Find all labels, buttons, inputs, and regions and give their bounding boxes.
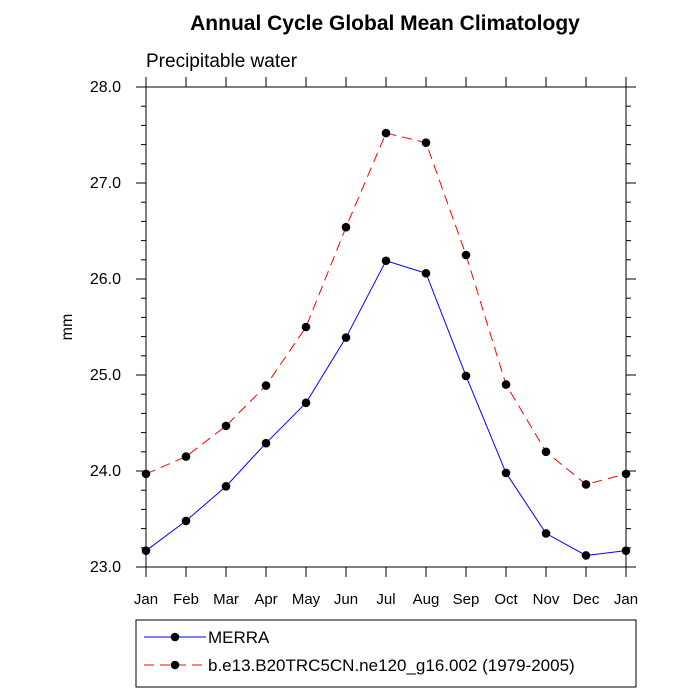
data-point-series-0 [421, 268, 431, 278]
x-tick-label: Dec [573, 591, 600, 608]
data-point-series-0 [581, 551, 591, 560]
data-point-series-0 [541, 529, 551, 538]
data-point-series-1 [181, 452, 191, 461]
series-line-0 [145, 260, 627, 556]
y-tick-label: 26.0 [90, 271, 121, 288]
legend-marker-0 [170, 632, 180, 642]
x-tick-label: Feb [173, 591, 199, 608]
data-point-series-1 [421, 138, 431, 147]
y-tick-label: 24.0 [90, 463, 121, 480]
x-tick-label: Jul [376, 591, 395, 608]
data-point-series-0 [461, 371, 471, 381]
data-point-series-1 [461, 250, 471, 260]
legend: MERRA b.e13.B20TRC5CN.ne120_g16.002 (1979… [135, 619, 637, 688]
data-point-series-1 [381, 128, 391, 138]
legend-label-0: MERRA [208, 628, 270, 647]
x-tick-label: Jan [614, 591, 638, 608]
y-tick-label: 25.0 [90, 367, 121, 384]
x-tick-label: Jan [134, 591, 158, 608]
data-point-series-1 [261, 381, 271, 390]
data-point-series-0 [341, 333, 351, 342]
data-point-series-1 [301, 322, 311, 332]
data-point-series-1 [541, 447, 551, 457]
x-tick-label: Jun [334, 591, 358, 608]
data-point-series-1 [221, 421, 231, 431]
x-tick-label: Apr [254, 591, 277, 608]
y-axis-label: mm [59, 314, 76, 341]
data-point-series-1 [341, 222, 351, 232]
data-point-series-1 [501, 380, 511, 389]
y-tick-label: 28.0 [90, 79, 121, 96]
chart-title: Annual Cycle Global Mean Climatology [190, 12, 580, 35]
x-tick-label: May [292, 591, 321, 608]
data-point-series-0 [181, 516, 191, 526]
plot-area: 23.0 24.0 25.0 26.0 27.0 28.0 Jan Feb Mar Apr May J… [90, 77, 638, 608]
x-tick-label: Nov [533, 591, 560, 608]
legend-box [135, 619, 637, 688]
data-point-series-0 [621, 546, 631, 555]
chart-subtitle: Precipitable water [146, 51, 298, 72]
data-point-series-1 [581, 480, 591, 489]
legend-label-1: b.e13.B20TRC5CN.ne120_g16.002 (1979-2005… [208, 656, 575, 675]
data-point-series-1 [621, 469, 631, 479]
x-tick-label: Sep [453, 591, 480, 608]
legend-marker-1 [170, 660, 180, 670]
data-point-series-0 [381, 256, 391, 266]
data-point-series-0 [261, 438, 271, 448]
plot-frame [145, 86, 627, 568]
data-point-series-0 [221, 482, 231, 491]
y-tick-label: 27.0 [90, 175, 121, 192]
data-point-series-1 [141, 469, 151, 479]
data-point-series-0 [501, 468, 511, 478]
data-point-series-0 [141, 546, 151, 555]
series-line-1 [145, 132, 627, 485]
data-point-series-0 [301, 398, 311, 408]
y-tick-label: 23.0 [90, 559, 121, 576]
x-tick-label: Aug [413, 591, 440, 608]
x-tick-label: Mar [213, 591, 239, 608]
x-tick-label: Oct [494, 591, 518, 608]
